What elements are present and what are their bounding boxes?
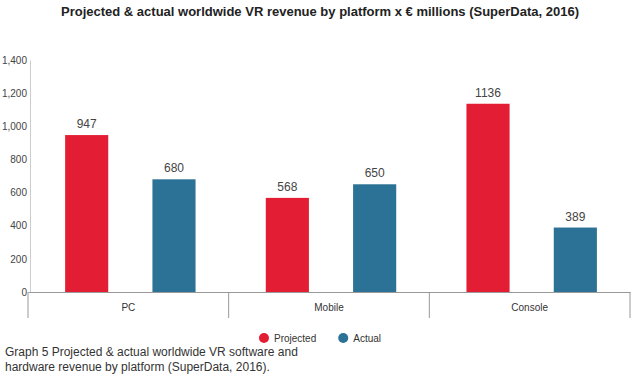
caption-line: hardware revenue by platform (SuperData,… — [5, 360, 270, 374]
bar — [554, 228, 597, 292]
x-tick: Console — [511, 292, 548, 313]
y-axis: 0 200 400 600 800 1,000 1,200 1,400 — [2, 55, 31, 298]
legend-swatch — [259, 333, 269, 343]
x-tick: Mobile — [314, 292, 344, 313]
y-tick: 800 — [10, 154, 30, 165]
data-label: 389 — [565, 210, 585, 224]
y-tick-label: 1,000 — [2, 121, 27, 132]
y-tick: 1,000 — [2, 121, 30, 132]
y-tick: 1,400 — [2, 55, 30, 66]
legend-swatch — [338, 333, 348, 343]
bars — [65, 104, 597, 292]
x-tick-label: Console — [511, 302, 548, 313]
bar — [266, 198, 309, 292]
bar — [353, 184, 396, 292]
data-label: 568 — [277, 180, 297, 194]
category-separator — [429, 292, 430, 318]
bar — [152, 179, 195, 292]
data-label: 947 — [77, 117, 97, 131]
y-tick: 400 — [10, 220, 30, 231]
data-label: 1136 — [475, 86, 501, 100]
bar — [65, 135, 108, 292]
title: Projected & actual worldwide VR revenue … — [61, 4, 579, 19]
y-tick-label: 1,400 — [2, 55, 27, 66]
y-tick-label: 1,200 — [2, 88, 27, 99]
x-axis: PC Mobile Console — [29, 292, 631, 313]
category-separator — [28, 292, 29, 318]
legend-label: Projected — [274, 333, 316, 344]
data-label: 680 — [164, 161, 184, 175]
y-tick: 200 — [10, 254, 30, 265]
caption-line: Graph 5 Projected & actual worldwide VR … — [5, 345, 298, 359]
y-axis-line — [30, 61, 31, 293]
legend-item: Projected — [259, 333, 316, 344]
bar — [466, 104, 509, 292]
category-separator — [228, 292, 229, 318]
x-tick: PC — [121, 292, 135, 313]
data-label: 650 — [365, 166, 385, 180]
y-tick-label: 0 — [21, 287, 27, 298]
y-tick-label: 400 — [10, 220, 27, 231]
y-tick-label: 800 — [10, 154, 27, 165]
y-tick: 600 — [10, 187, 30, 198]
x-tick-label: PC — [121, 302, 135, 313]
y-tick-label: 600 — [10, 187, 27, 198]
chart: Projected & actual worldwide VR revenue … — [0, 0, 640, 380]
caption: Graph 5 Projected & actual worldwide VR … — [5, 345, 298, 374]
category-separators — [28, 292, 630, 318]
y-tick-label: 200 — [10, 254, 27, 265]
legend: Projected Actual — [259, 333, 381, 344]
x-axis-line — [29, 292, 631, 293]
x-tick-label: Mobile — [314, 302, 344, 313]
data-labels: 947 568 1136 680 650 389 — [77, 86, 586, 224]
legend-label: Actual — [353, 333, 381, 344]
y-tick: 1,200 — [2, 88, 30, 99]
category-separator — [630, 292, 631, 318]
legend-item: Actual — [338, 333, 381, 344]
